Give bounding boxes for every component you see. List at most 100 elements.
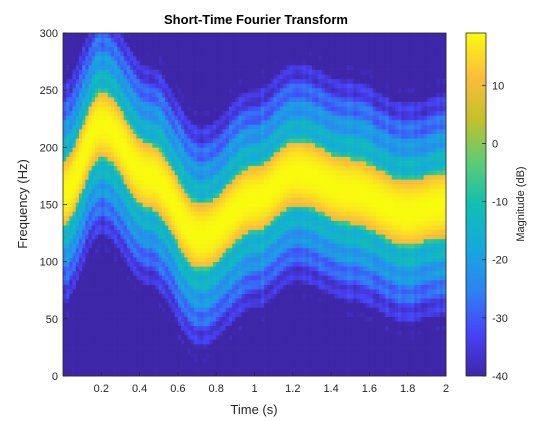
heatmap-cell: [85, 243, 89, 249]
heatmap-cell: [222, 270, 227, 276]
heatmap-cell: [197, 138, 201, 144]
heatmap-cell: [213, 78, 217, 84]
heatmap-cell: [114, 133, 118, 139]
heatmap-cell: [235, 316, 239, 322]
heatmap-cell: [177, 325, 182, 331]
heatmap-cell: [260, 165, 265, 171]
heatmap-cell: [149, 161, 153, 166]
heatmap-cell: [117, 33, 121, 38]
heatmap-cell: [177, 261, 182, 267]
heatmap-cell: [260, 156, 265, 162]
heatmap-cell: [165, 46, 169, 52]
heatmap-cell: [63, 229, 67, 235]
heatmap-cell: [267, 206, 271, 212]
heatmap-cell: [110, 252, 115, 258]
heatmap-cell: [145, 357, 150, 363]
heatmap-cell: [213, 321, 217, 327]
heatmap-cell: [98, 330, 102, 336]
heatmap-cell: [72, 124, 77, 130]
heatmap-cell: [225, 110, 230, 116]
heatmap-cell: [161, 225, 166, 230]
heatmap-cell: [251, 298, 255, 304]
heatmap-cell: [94, 83, 99, 89]
heatmap-cell: [94, 92, 99, 98]
heatmap-cell: [244, 252, 249, 258]
heatmap-cell: [123, 129, 128, 134]
heatmap-cell: [88, 298, 93, 304]
heatmap-cell: [85, 97, 89, 102]
heatmap-cell: [72, 202, 77, 208]
heatmap-cell: [155, 151, 160, 157]
heatmap-cell: [248, 289, 252, 295]
heatmap-cell: [114, 65, 118, 70]
heatmap-cell: [145, 60, 150, 66]
heatmap-cell: [107, 284, 112, 290]
heatmap-cell: [168, 51, 172, 57]
heatmap-cell: [88, 42, 93, 48]
heatmap-cell: [187, 206, 192, 212]
heatmap-cell: [101, 129, 105, 134]
heatmap-cell: [273, 362, 278, 368]
heatmap-cell: [200, 206, 204, 212]
heatmap-cell: [177, 302, 182, 308]
heatmap-cell: [241, 138, 246, 144]
heatmap-cell: [171, 110, 176, 116]
heatmap-cell: [149, 170, 153, 176]
heatmap-cell: [222, 55, 227, 61]
heatmap-cell: [110, 83, 115, 89]
heatmap-cell: [123, 362, 128, 368]
heatmap-cell: [117, 339, 121, 345]
heatmap-cell: [114, 325, 118, 331]
heatmap-cell: [107, 174, 112, 180]
heatmap-cell: [267, 220, 271, 226]
heatmap-cell: [171, 46, 176, 52]
heatmap-cell: [123, 238, 128, 244]
heatmap-cell: [244, 74, 249, 80]
heatmap-cell: [101, 257, 105, 263]
heatmap-cell: [232, 170, 236, 176]
heatmap-cell: [241, 206, 246, 212]
heatmap-cell: [232, 243, 236, 249]
heatmap-cell: [200, 307, 204, 313]
heatmap-cell: [251, 151, 255, 157]
heatmap-cell: [248, 129, 252, 134]
heatmap-cell: [190, 234, 195, 240]
heatmap-cell: [267, 147, 271, 153]
heatmap-cell: [206, 69, 211, 75]
heatmap-cell: [200, 353, 204, 359]
heatmap-cell: [136, 334, 140, 340]
heatmap-cell: [184, 183, 188, 189]
heatmap-cell: [130, 161, 134, 166]
heatmap-cell: [91, 78, 96, 84]
heatmap-cell: [174, 42, 179, 48]
heatmap-cell: [72, 238, 77, 244]
heatmap-cell: [203, 202, 207, 208]
heatmap-cell: [142, 293, 147, 299]
heatmap-cell: [209, 293, 214, 299]
heatmap-cell: [88, 247, 93, 253]
heatmap-cell: [206, 357, 211, 363]
heatmap-cell: [126, 46, 131, 52]
heatmap-cell: [66, 151, 70, 157]
heatmap-cell: [85, 316, 89, 322]
heatmap-cell: [203, 151, 207, 157]
heatmap-cell: [232, 60, 236, 66]
heatmap-cell: [190, 366, 195, 372]
heatmap-cell: [161, 78, 166, 84]
heatmap-cell: [130, 51, 134, 57]
heatmap-cell: [120, 266, 124, 272]
heatmap-cell: [158, 348, 163, 354]
heatmap-cell: [98, 215, 102, 221]
heatmap-cell: [216, 87, 220, 93]
heatmap-cell: [190, 243, 195, 249]
heatmap-cell: [260, 275, 265, 281]
heatmap-cell: [66, 101, 70, 107]
heatmap-cell: [171, 138, 176, 144]
heatmap-cell: [139, 142, 144, 148]
heatmap-cell: [251, 87, 255, 93]
heatmap-cell: [165, 55, 169, 61]
heatmap-cell: [187, 330, 192, 336]
heatmap-cell: [136, 46, 140, 52]
heatmap-cell: [69, 229, 73, 235]
heatmap-cell: [222, 78, 227, 84]
